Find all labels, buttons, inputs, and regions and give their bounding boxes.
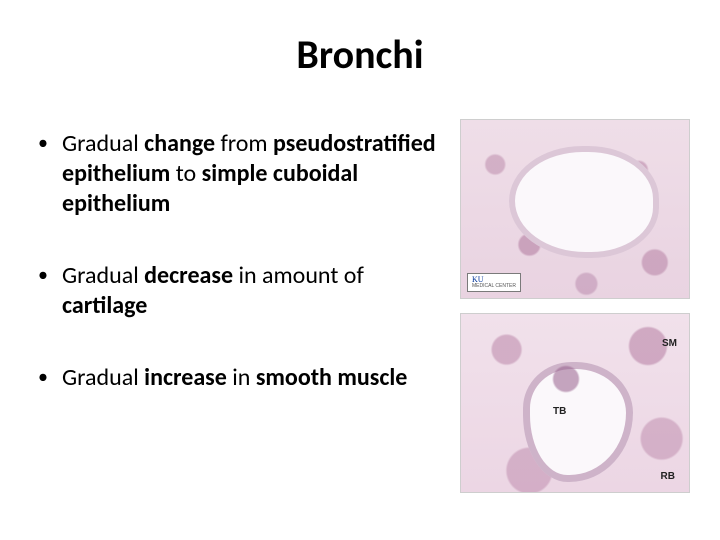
- lumen-region: [509, 146, 659, 258]
- bullet-item: • Gradual change from pseudostratified e…: [30, 129, 444, 219]
- bullet-text: Gradual increase in smooth muscle: [62, 363, 444, 393]
- bullet-connector: in: [227, 363, 256, 392]
- slide-title: Bronchi: [30, 30, 690, 79]
- bullet-key: change: [144, 129, 215, 158]
- bullet-connector: in amount of: [233, 261, 364, 290]
- image-column: KU MEDICAL CENTER SM TB RB: [460, 119, 690, 493]
- bullet-item: • Gradual decrease in amount of cartilag…: [30, 261, 444, 321]
- bullet-connector: to: [170, 159, 201, 188]
- label-rb: RB: [661, 471, 675, 482]
- bullet-prefix: Gradual: [62, 129, 144, 158]
- bullet-item: • Gradual increase in smooth muscle: [30, 363, 444, 393]
- bullet-dot-icon: •: [34, 261, 52, 289]
- bullet-prefix: Gradual: [62, 261, 144, 290]
- bullet-dot-icon: •: [34, 363, 52, 391]
- content-area: • Gradual change from pseudostratified e…: [30, 119, 690, 493]
- bullet-key: increase: [144, 363, 227, 392]
- bullet-text: Gradual change from pseudostratified epi…: [62, 129, 444, 219]
- slide: Bronchi • Gradual change from pseudostra…: [0, 0, 720, 540]
- label-sm: SM: [662, 338, 677, 349]
- histology-image-bronchiole: SM TB RB: [460, 313, 690, 493]
- logo-sub: MEDICAL CENTER: [472, 284, 516, 289]
- bullet-list: • Gradual change from pseudostratified e…: [30, 119, 444, 493]
- bullet-connector: from: [215, 129, 273, 158]
- ku-logo: KU MEDICAL CENTER: [467, 273, 521, 292]
- bullet-prefix: Gradual: [62, 363, 144, 392]
- bullet-dot-icon: •: [34, 129, 52, 157]
- bullet-text: Gradual decrease in amount of cartilage: [62, 261, 444, 321]
- bullet-key: cartilage: [62, 291, 147, 320]
- epithelial-fold: [531, 354, 601, 404]
- label-tb: TB: [553, 406, 566, 417]
- bullet-key: decrease: [144, 261, 233, 290]
- histology-image-bronchus: KU MEDICAL CENTER: [460, 119, 690, 299]
- bullet-key: smooth muscle: [256, 363, 408, 392]
